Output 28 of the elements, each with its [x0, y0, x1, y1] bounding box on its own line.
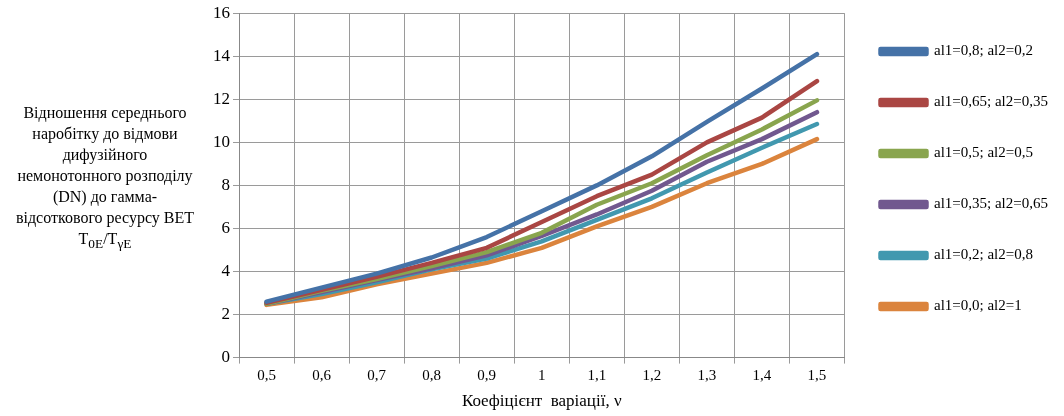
y-tick-label: 12: [213, 88, 230, 108]
x-tick-label: 1: [538, 366, 546, 383]
x-tick-label: 0,6: [312, 366, 332, 383]
x-tick-label: 1,2: [642, 366, 662, 383]
x-tick-label: 0,5: [257, 366, 276, 383]
x-tick-label: 1,1: [587, 366, 607, 383]
y-tick-label: 0: [221, 347, 230, 367]
y-tick-label: 10: [213, 131, 230, 151]
legend-label: al1=0,35; al2=0,65: [934, 195, 1048, 212]
legend-label: al1=0,65; al2=0,35: [934, 93, 1048, 110]
x-axis-title: Коефіцієнт варіації, ν: [461, 391, 622, 411]
legend-label: al1=0,5; al2=0,5: [934, 144, 1033, 161]
y-tick-label: 8: [221, 174, 230, 194]
x-tick-label: 1,3: [697, 366, 717, 383]
x-tick-label: 1,4: [752, 366, 772, 383]
x-tick-label: 0,8: [422, 366, 442, 383]
legend-label: al1=0,8; al2=0,2: [934, 42, 1033, 59]
x-tick-label: 1,5: [807, 366, 827, 383]
text: Відношення середнього наробітку до відмови дифузійного немонотонного розподілу (DN) до гамма-відсоткового ресурсу ВЕТ T$_{0E}$/T$_{γE}$: [15, 103, 195, 252]
y-tick-label: 14: [213, 45, 231, 65]
y-tick-label: 6: [221, 217, 230, 237]
legend-label: al1=0,0; al2=1: [934, 297, 1022, 314]
x-tick-label: 0,9: [477, 366, 497, 383]
legend-label: al1=0,2; al2=0,8: [934, 246, 1033, 263]
y-tick-label: 4: [221, 260, 231, 280]
x-tick-label: 0,7: [367, 366, 387, 383]
y-tick-label: 16: [213, 2, 230, 22]
y-tick-label: 2: [221, 304, 230, 324]
